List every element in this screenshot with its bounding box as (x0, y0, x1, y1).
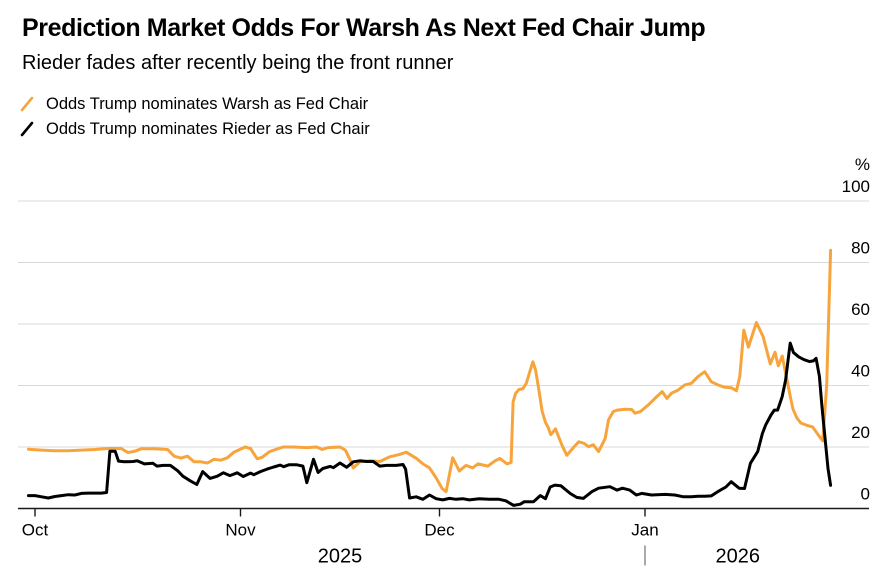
legend-label-warsh: Odds Trump nominates Warsh as Fed Chair (46, 95, 369, 113)
x-tick-label: Dec (424, 521, 455, 540)
y-tick-label: 80 (851, 239, 870, 258)
y-tick-label: 0 (861, 485, 870, 504)
y-tick-label: 20 (851, 423, 870, 442)
rieder-line-swatch-icon (20, 121, 34, 137)
y-tick-label: 40 (851, 362, 870, 381)
x-tick-label: Jan (631, 521, 658, 540)
year-label: 2025 (318, 546, 363, 568)
year-label: 2026 (716, 546, 761, 568)
x-tick-label: Nov (225, 521, 256, 540)
series-line-rieder (26, 341, 833, 507)
x-tick-label: Oct (22, 521, 49, 540)
series-line-warsh (26, 248, 833, 494)
legend: Odds Trump nominates Warsh as Fed Chair … (19, 92, 370, 142)
legend-item-rieder: Odds Trump nominates Rieder as Fed Chair (19, 117, 370, 142)
chart-title: Prediction Market Odds For Warsh As Next… (22, 14, 706, 42)
chart: 0 20 40 60 80 100% Oct Nov Dec Jan 2025 2026 (18, 155, 870, 568)
legend-label-rieder: Odds Trump nominates Rieder as Fed Chair (46, 120, 370, 138)
warsh-line-swatch-icon (20, 96, 34, 112)
chart-subtitle: Rieder fades after recently being the fr… (22, 52, 454, 74)
legend-item-warsh: Odds Trump nominates Warsh as Fed Chair (19, 92, 370, 117)
y-tick-label: 60 (851, 300, 870, 319)
y-axis-unit-label: % (855, 155, 870, 174)
y-tick-label: 100 (842, 177, 870, 196)
